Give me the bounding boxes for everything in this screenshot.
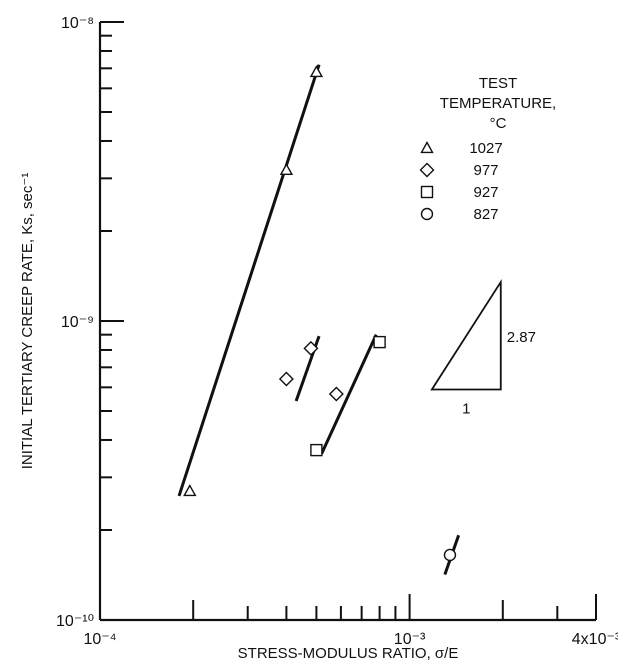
legend: TEST TEMPERATURE, °C 1027 977 927 827 [419, 75, 556, 223]
point-1027 [183, 484, 197, 497]
point-1027 [309, 65, 324, 78]
slope-label: 2.87 [507, 329, 536, 346]
y-axis-title: INITIAL TERTIARY CREEP RATE, Ks, sec⁻¹ [19, 173, 36, 470]
run-label: 1 [462, 401, 470, 418]
y-tick-label: 10⁻¹⁰ [56, 613, 94, 630]
legend-marker-1027 [420, 141, 434, 154]
point-927 [310, 443, 323, 457]
y-tick-label: 10⁻⁹ [61, 314, 94, 331]
legend-title-line: TEMPERATURE, [440, 95, 556, 112]
x-tick-label: 10⁻⁴ [83, 631, 116, 648]
legend-label-827: 827 [473, 206, 498, 223]
fit-line-927 [320, 334, 378, 455]
point-1027 [279, 163, 294, 176]
point-927 [373, 335, 386, 349]
axes: 10⁻¹⁰ 10⁻⁹ 10⁻⁸ 10⁻⁴ 10⁻³ 4x10⁻³ STRESS-MODULU… [19, 15, 618, 662]
legend-title-line: °C [490, 115, 507, 132]
data-points [183, 65, 457, 562]
y-tick-label: 10⁻⁸ [61, 15, 94, 32]
fit-line-1027 [177, 64, 321, 497]
fit-lines [177, 64, 461, 575]
slope-triangle [430, 278, 502, 391]
legend-title-line: TEST [479, 75, 517, 92]
x-axis-title: STRESS-MODULUS RATIO, σ/E [238, 645, 459, 662]
point-827 [443, 548, 457, 562]
legend-label-977: 977 [473, 162, 498, 179]
point-977 [303, 340, 319, 356]
legend-label-1027: 1027 [469, 140, 502, 157]
legend-marker-977 [419, 162, 435, 178]
point-977 [328, 386, 344, 402]
annotations: 2.87 1 [430, 278, 536, 418]
legend-marker-927 [420, 185, 434, 199]
point-977 [278, 371, 294, 387]
legend-label-927: 927 [473, 184, 498, 201]
x-tick-label: 10⁻³ [394, 631, 426, 648]
legend-marker-827 [420, 207, 434, 221]
x-tick-label: 4x10⁻³ [572, 631, 618, 648]
